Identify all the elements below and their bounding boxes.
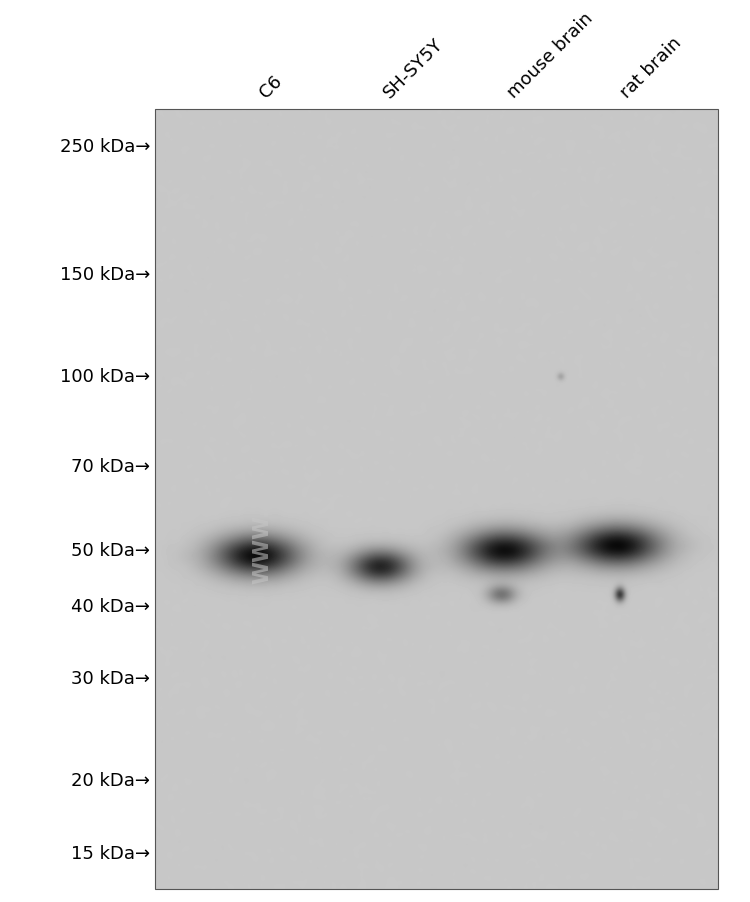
Text: 50 kDa→: 50 kDa→: [71, 541, 150, 559]
Text: SH-SY5Y: SH-SY5Y: [380, 35, 447, 102]
Text: 30 kDa→: 30 kDa→: [71, 669, 150, 687]
Text: rat brain: rat brain: [616, 34, 685, 102]
Text: 250 kDa→: 250 kDa→: [59, 138, 150, 156]
Bar: [155, 110, 718, 889]
Text: 150 kDa→: 150 kDa→: [60, 266, 150, 284]
Text: 15 kDa→: 15 kDa→: [70, 844, 150, 862]
Text: mouse brain: mouse brain: [504, 10, 596, 102]
Text: 70 kDa→: 70 kDa→: [71, 457, 150, 475]
Text: WWW.PTGAES.COM: WWW.PTGAES.COM: [253, 354, 272, 584]
Text: 100 kDa→: 100 kDa→: [60, 368, 150, 385]
Text: C6: C6: [256, 72, 286, 102]
Text: 20 kDa→: 20 kDa→: [71, 771, 150, 789]
Text: 40 kDa→: 40 kDa→: [71, 597, 150, 615]
